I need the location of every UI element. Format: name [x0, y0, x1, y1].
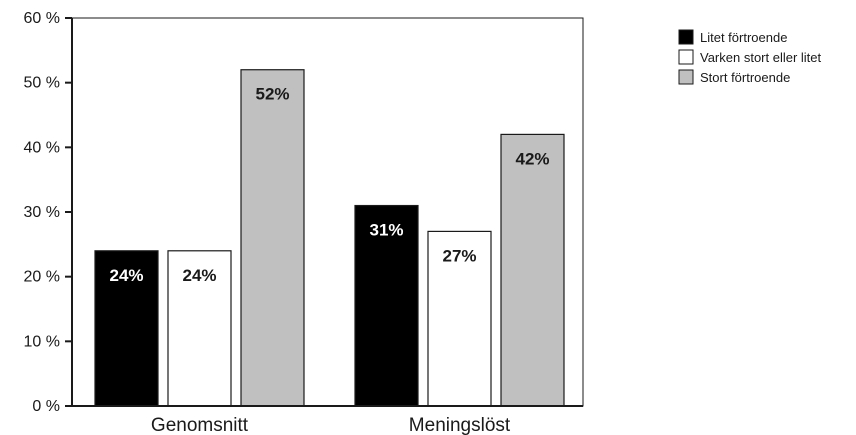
y-tick-label: 30 % [24, 204, 60, 221]
bar [354, 204, 419, 407]
y-tick-label: 60 % [24, 10, 60, 27]
legend-swatch [678, 29, 694, 45]
y-tick-label: 0 % [32, 398, 60, 415]
bar [500, 133, 565, 407]
data-label: 52% [255, 85, 289, 104]
x-category-label: Meningslöst [409, 415, 511, 435]
bar [167, 250, 232, 407]
bar [240, 69, 305, 407]
legend-swatch [678, 69, 694, 85]
data-label: 31% [369, 221, 403, 240]
data-label: 27% [442, 246, 476, 265]
x-category-label: Genomsnitt [151, 415, 249, 435]
y-tick-label: 20 % [24, 269, 60, 286]
y-tick-label: 40 % [24, 139, 60, 156]
data-label: 24% [109, 266, 143, 285]
y-tick-label: 50 % [24, 75, 60, 92]
bar [94, 250, 159, 407]
bars-layer [94, 69, 565, 407]
legend: Litet förtroende Varken stort eller litet… [678, 29, 822, 85]
data-label: 42% [515, 149, 549, 168]
x-axis: Genomsnitt Meningslöst [151, 415, 511, 435]
data-label: 24% [182, 266, 216, 285]
data-labels-layer: 24% 24% 52% 31% 27% 42% [109, 85, 549, 285]
bar [427, 230, 492, 407]
y-tick-label: 10 % [24, 333, 60, 350]
legend-label: Litet förtroende [700, 30, 787, 45]
y-axis: 0 % 10 % 20 % 30 % 40 % 50 % 60 % [24, 10, 72, 415]
legend-label: Stort förtroende [700, 70, 790, 85]
legend-label: Varken stort eller litet [700, 50, 822, 65]
legend-swatch [678, 49, 694, 65]
